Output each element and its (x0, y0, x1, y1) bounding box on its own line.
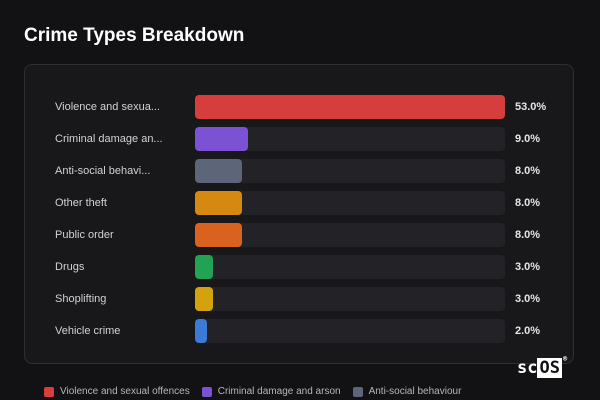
legend-swatch (352, 386, 363, 397)
bar-track (195, 319, 505, 343)
bar-value-label: 8.0% (515, 197, 541, 209)
legend-swatch (44, 386, 54, 397)
logo-box-text: OS (537, 358, 562, 378)
legend-item[interactable]: Criminal damage and arson (201, 386, 341, 397)
bar-value-label: 8.0% (515, 165, 541, 177)
bar-row: Other theft 8.0% (25, 191, 573, 215)
bar-row: Shoplifting 3.0% (25, 287, 573, 311)
legend-label: Criminal damage and arson (217, 386, 341, 397)
bar-category-label: Drugs (55, 261, 85, 273)
bar-track (195, 255, 505, 279)
bar-fill[interactable] (195, 255, 213, 279)
bar-value-label: 3.0% (515, 261, 541, 273)
legend-item[interactable]: Anti-social behaviour (352, 386, 462, 397)
scos-logo: sc OS ® (517, 355, 568, 378)
legend-label: Violence and sexual offences (60, 386, 190, 397)
bar-category-label: Public order (55, 229, 114, 241)
bar-value-label: 2.0% (515, 325, 541, 337)
bar-fill[interactable] (195, 127, 248, 151)
bar-fill[interactable] (195, 95, 505, 119)
bar-fill[interactable] (195, 159, 242, 183)
bar-row: Anti-social behavi... 8.0% (25, 159, 573, 183)
logo-text: sc (517, 358, 538, 378)
bar-row: Drugs 3.0% (25, 255, 573, 279)
bar-fill[interactable] (195, 287, 213, 311)
chart-panel: Violence and sexua... 53.0% Criminal damag… (24, 64, 574, 364)
bar-track (195, 159, 505, 183)
bar-category-label: Shoplifting (55, 293, 107, 305)
bar-fill[interactable] (195, 191, 242, 215)
legend-swatch (201, 386, 212, 397)
bar-track (195, 127, 505, 151)
bar-fill[interactable] (195, 319, 207, 343)
bar-value-label: 8.0% (515, 229, 541, 241)
bar-track (195, 191, 505, 215)
bar-track (195, 95, 505, 119)
bar-row: Criminal damage an... 9.0% (25, 127, 573, 151)
chart-legend: Violence and sexual offences Criminal dam… (44, 386, 461, 397)
bar-track (195, 287, 505, 311)
bar-category-label: Anti-social behavi... (55, 165, 151, 177)
bar-value-label: 3.0% (515, 293, 541, 305)
bar-track (195, 223, 505, 247)
chart-title: Crime Types Breakdown (24, 25, 245, 46)
registered-mark: ® (562, 355, 568, 363)
bar-row: Public order 8.0% (25, 223, 573, 247)
bar-value-label: 53.0% (515, 101, 547, 113)
bar-fill[interactable] (195, 223, 242, 247)
bar-category-label: Vehicle crime (55, 325, 121, 337)
legend-item[interactable]: Violence and sexual offences (44, 386, 190, 397)
bar-category-label: Criminal damage an... (55, 133, 163, 145)
bar-row: Vehicle crime 2.0% (25, 319, 573, 343)
legend-label: Anti-social behaviour (368, 386, 462, 397)
bar-category-label: Violence and sexua... (55, 101, 160, 113)
bar-value-label: 9.0% (515, 133, 541, 145)
bar-row: Violence and sexua... 53.0% (25, 95, 573, 119)
bar-category-label: Other theft (55, 197, 107, 209)
